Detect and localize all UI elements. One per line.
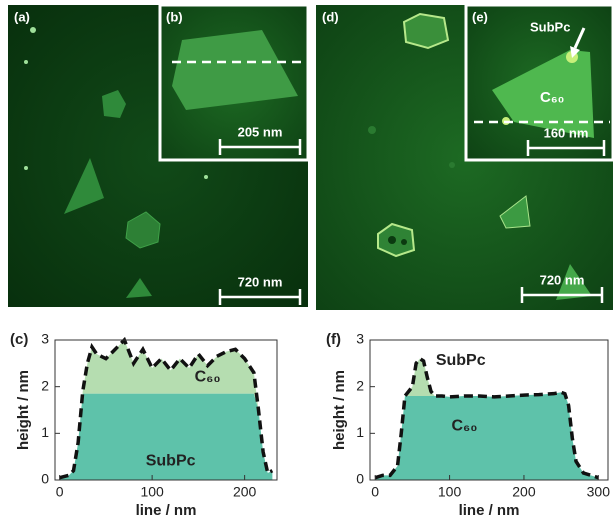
annotation: SubPc bbox=[530, 19, 570, 34]
plot-frame bbox=[54, 339, 278, 481]
y-tick-label: 2 bbox=[356, 377, 364, 393]
x-axis-label: line / nm bbox=[459, 502, 520, 519]
y-tick-label: 0 bbox=[41, 471, 49, 487]
panel-label: (f) bbox=[326, 331, 341, 348]
series-label: C₆₀ bbox=[451, 418, 477, 435]
plot-frame bbox=[369, 339, 609, 481]
area bbox=[59, 393, 273, 480]
x-axis-label: line / nm bbox=[136, 502, 197, 519]
panel-label: (d) bbox=[322, 9, 339, 24]
x-tick-label: 0 bbox=[371, 484, 379, 500]
y-axis-label: height / nm bbox=[331, 370, 348, 450]
scale-bar-label: 720 nm bbox=[540, 272, 585, 287]
annotation: C₆₀ bbox=[540, 89, 564, 106]
series-label: SubPc bbox=[146, 453, 196, 470]
x-tick-label: 100 bbox=[140, 484, 164, 500]
x-tick-label: 0 bbox=[56, 484, 64, 500]
panel-label: (c) bbox=[10, 331, 28, 348]
afm-image-a bbox=[8, 3, 310, 307]
panel-label: (b) bbox=[166, 9, 183, 24]
series-label: SubPc bbox=[436, 352, 486, 369]
area bbox=[59, 340, 273, 478]
y-tick-label: 3 bbox=[41, 331, 49, 347]
y-tick-label: 1 bbox=[41, 424, 49, 440]
panel-label: (a) bbox=[14, 9, 30, 24]
y-axis-label: height / nm bbox=[15, 370, 32, 450]
y-tick-label: 0 bbox=[356, 471, 364, 487]
series-label: C₆₀ bbox=[195, 369, 221, 386]
outline bbox=[374, 356, 599, 480]
y-tick-label: 1 bbox=[356, 424, 364, 440]
area bbox=[375, 392, 599, 480]
panel-label: (e) bbox=[472, 9, 488, 24]
scale-bar-label: 720 nm bbox=[238, 274, 283, 289]
x-tick-label: 300 bbox=[587, 484, 611, 500]
x-tick-label: 200 bbox=[512, 484, 536, 500]
x-tick-label: 200 bbox=[233, 484, 257, 500]
scale-bar-label: 160 nm bbox=[544, 125, 589, 140]
x-tick-label: 100 bbox=[438, 484, 462, 500]
y-tick-label: 3 bbox=[356, 331, 364, 347]
y-tick-label: 2 bbox=[41, 377, 49, 393]
afm-image-d bbox=[316, 3, 615, 310]
scale-bar-label: 205 nm bbox=[238, 124, 283, 139]
outline bbox=[59, 336, 274, 480]
